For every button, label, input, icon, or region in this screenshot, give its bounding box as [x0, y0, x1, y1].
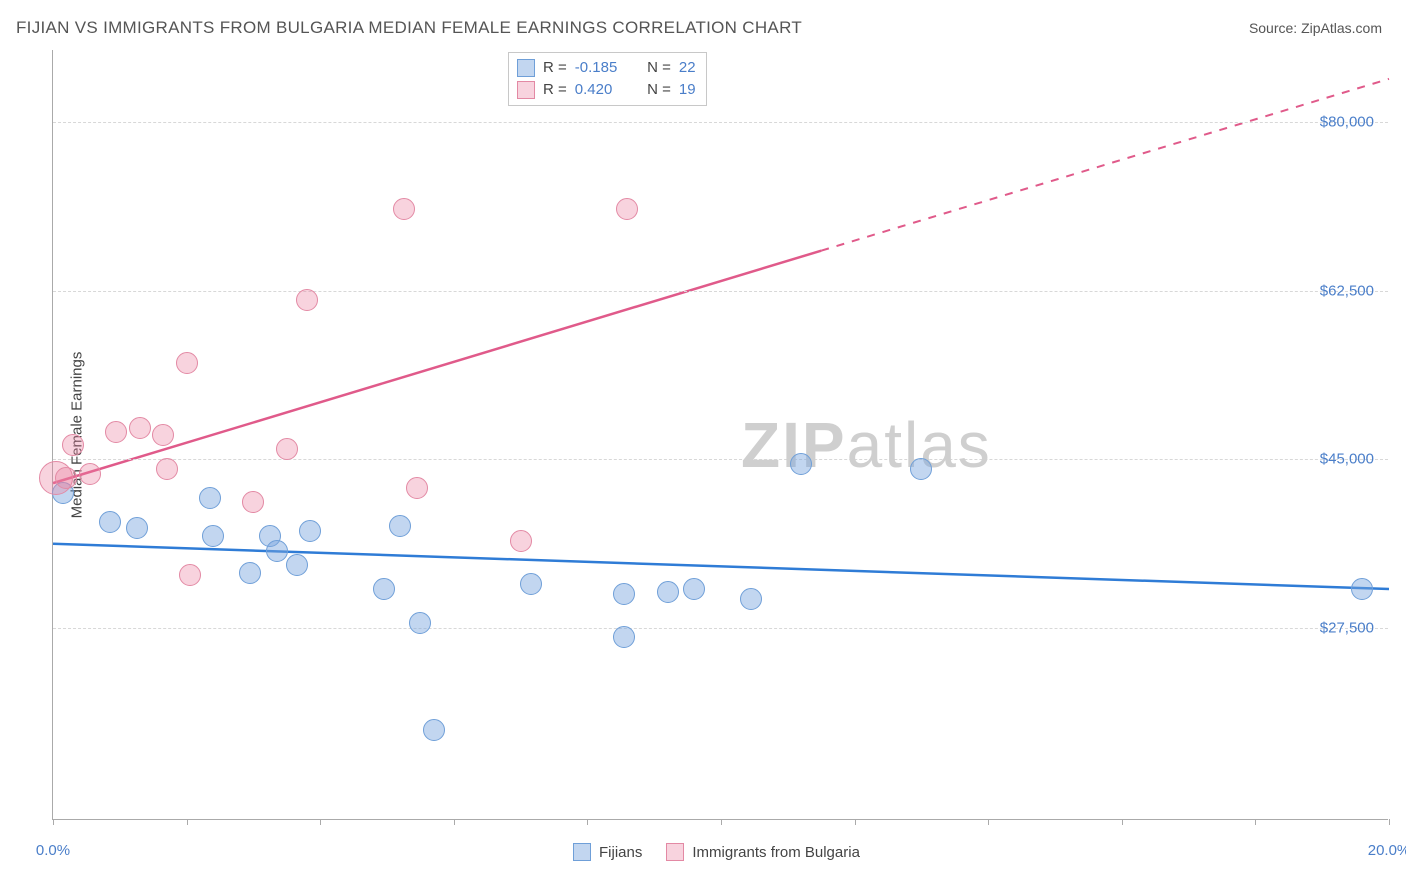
data-point-bulgaria [55, 467, 77, 489]
data-point-fijians [910, 458, 932, 480]
legend-swatch-fijians [517, 59, 535, 77]
y-tick-label: $62,500 [1320, 282, 1374, 299]
x-tick [1389, 819, 1390, 825]
data-point-bulgaria [393, 198, 415, 220]
data-point-fijians [423, 719, 445, 741]
data-point-fijians [266, 540, 288, 562]
series-legend-item-fijians: Fijians [573, 843, 642, 861]
y-tick-label: $80,000 [1320, 114, 1374, 131]
data-point-fijians [520, 573, 542, 595]
data-point-fijians [199, 487, 221, 509]
data-point-bulgaria [296, 289, 318, 311]
data-point-bulgaria [176, 352, 198, 374]
data-point-bulgaria [62, 434, 84, 456]
data-point-fijians [740, 588, 762, 610]
x-tick [855, 819, 856, 825]
series-swatch-bulgaria [666, 843, 684, 861]
series-label-bulgaria: Immigrants from Bulgaria [692, 844, 860, 861]
legend-swatch-bulgaria [517, 81, 535, 99]
data-point-fijians [286, 554, 308, 576]
legend-row-fijians: R = -0.185 N = 22 [517, 57, 696, 79]
data-point-fijians [613, 583, 635, 605]
gridline [53, 122, 1388, 123]
x-tick [320, 819, 321, 825]
chart-title: FIJIAN VS IMMIGRANTS FROM BULGARIA MEDIA… [16, 18, 802, 38]
gridline [53, 628, 1388, 629]
data-point-bulgaria [156, 458, 178, 480]
x-tick-label-right: 20.0% [1368, 842, 1406, 859]
trend-line-dash-bulgaria [821, 79, 1389, 251]
data-point-bulgaria [129, 417, 151, 439]
data-point-fijians [613, 626, 635, 648]
data-point-fijians [126, 517, 148, 539]
gridline [53, 459, 1388, 460]
data-point-fijians [299, 520, 321, 542]
x-tick [587, 819, 588, 825]
series-legend: Fijians Immigrants from Bulgaria [573, 843, 860, 861]
data-point-fijians [239, 562, 261, 584]
data-point-bulgaria [276, 438, 298, 460]
data-point-fijians [99, 511, 121, 533]
x-tick [187, 819, 188, 825]
trend-line-bulgaria [53, 251, 821, 483]
x-tick [988, 819, 989, 825]
source-attribution: Source: ZipAtlas.com [1249, 20, 1382, 36]
correlation-legend: R = -0.185 N = 22R = 0.420 N = 19 [508, 52, 707, 106]
data-point-bulgaria [510, 530, 532, 552]
x-tick [1122, 819, 1123, 825]
data-point-bulgaria [79, 463, 101, 485]
data-point-fijians [373, 578, 395, 600]
x-tick [53, 819, 54, 825]
x-tick-label-left: 0.0% [36, 842, 70, 859]
data-point-fijians [202, 525, 224, 547]
data-point-fijians [409, 612, 431, 634]
y-tick-label: $27,500 [1320, 619, 1374, 636]
data-point-bulgaria [242, 491, 264, 513]
data-point-bulgaria [152, 424, 174, 446]
data-point-fijians [683, 578, 705, 600]
data-point-fijians [389, 515, 411, 537]
data-point-fijians [1351, 578, 1373, 600]
series-legend-item-bulgaria: Immigrants from Bulgaria [666, 843, 860, 861]
y-tick-label: $45,000 [1320, 451, 1374, 468]
x-tick [721, 819, 722, 825]
data-point-bulgaria [616, 198, 638, 220]
series-label-fijians: Fijians [599, 844, 642, 861]
legend-row-bulgaria: R = 0.420 N = 19 [517, 79, 696, 101]
data-point-bulgaria [105, 421, 127, 443]
data-point-bulgaria [179, 564, 201, 586]
gridline [53, 291, 1388, 292]
data-point-bulgaria [406, 477, 428, 499]
plot-area: Median Female Earnings $27,500$45,000$62… [52, 50, 1388, 820]
data-point-fijians [790, 453, 812, 475]
x-tick [454, 819, 455, 825]
data-point-fijians [657, 581, 679, 603]
x-tick [1255, 819, 1256, 825]
series-swatch-fijians [573, 843, 591, 861]
